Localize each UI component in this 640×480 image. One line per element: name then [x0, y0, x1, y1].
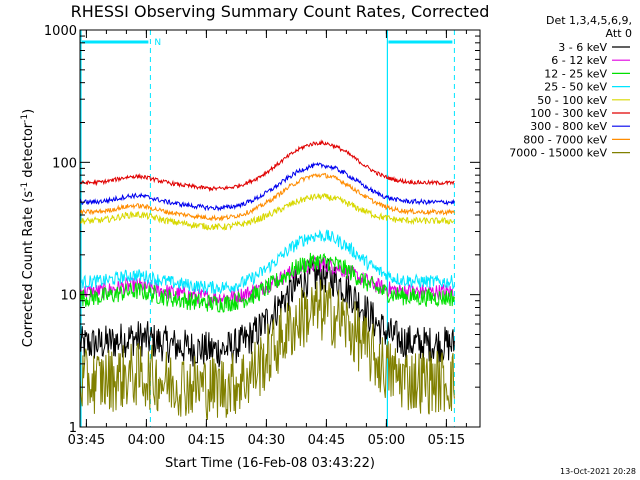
legend-entry-label: 300 - 800 keV: [530, 120, 607, 133]
series-line-3: [79, 229, 455, 295]
legend-entry-label: 800 - 7000 keV: [523, 133, 607, 146]
x-tick-label: 04:45: [308, 433, 345, 448]
x-tick-label: 04:30: [248, 433, 285, 448]
legend-entry-label: 3 - 6 keV: [558, 41, 607, 54]
series-lines: [79, 139, 455, 420]
legend-entry-label: 7000 - 15000 keV: [509, 147, 607, 160]
series-line-0: [79, 257, 455, 368]
series-line-5: [79, 139, 455, 193]
series-line-8: [79, 279, 455, 420]
series-line-7: [79, 172, 455, 222]
legend-entry-label: 12 - 25 keV: [544, 67, 607, 80]
y-axis-label: Corrected Count Rate (s-1 detector-1): [20, 109, 36, 347]
legend-header-detectors: Det 1,3,4,5,6,9,: [546, 14, 632, 27]
y-axis-ticks: 1 10 100 1000: [44, 24, 480, 436]
series-line-2: [79, 252, 455, 313]
legend-entry-label: 100 - 300 keV: [530, 107, 607, 120]
night-flag-label: N: [154, 38, 161, 48]
legend-entry-label: 25 - 50 keV: [544, 81, 607, 94]
legend-entry-label: 6 - 12 keV: [551, 54, 607, 67]
footer-timestamp: 13-Oct-2021 20:28: [560, 467, 636, 476]
y-tick-label: 1000: [44, 24, 77, 39]
x-tick-label: 04:15: [188, 433, 225, 448]
chart-title: RHESSI Observing Summary Count Rates, Co…: [71, 2, 490, 21]
y-tick-label: 1: [69, 421, 77, 436]
x-tick-label: 05:15: [428, 433, 465, 448]
y-tick-label: 10: [60, 289, 77, 304]
y-tick-label: 100: [52, 156, 77, 171]
x-axis-ticks: 03:45 04:00 04:15 04:30 04:45 05:00 05:15: [68, 30, 467, 448]
night-intervals: N: [80, 30, 455, 427]
x-tick-label: 05:00: [368, 433, 405, 448]
legend-entry-label: 50 - 100 keV: [537, 94, 607, 107]
series-line-6: [79, 161, 455, 212]
x-axis-label: Start Time (16-Feb-08 03:43:22): [165, 456, 375, 471]
plot-frame: [79, 29, 481, 428]
legend-header-attenuator: Att 0: [606, 27, 632, 40]
x-tick-label: 03:45: [68, 433, 105, 448]
x-tick-label: 04:00: [128, 433, 165, 448]
series-line-4: [79, 193, 455, 231]
